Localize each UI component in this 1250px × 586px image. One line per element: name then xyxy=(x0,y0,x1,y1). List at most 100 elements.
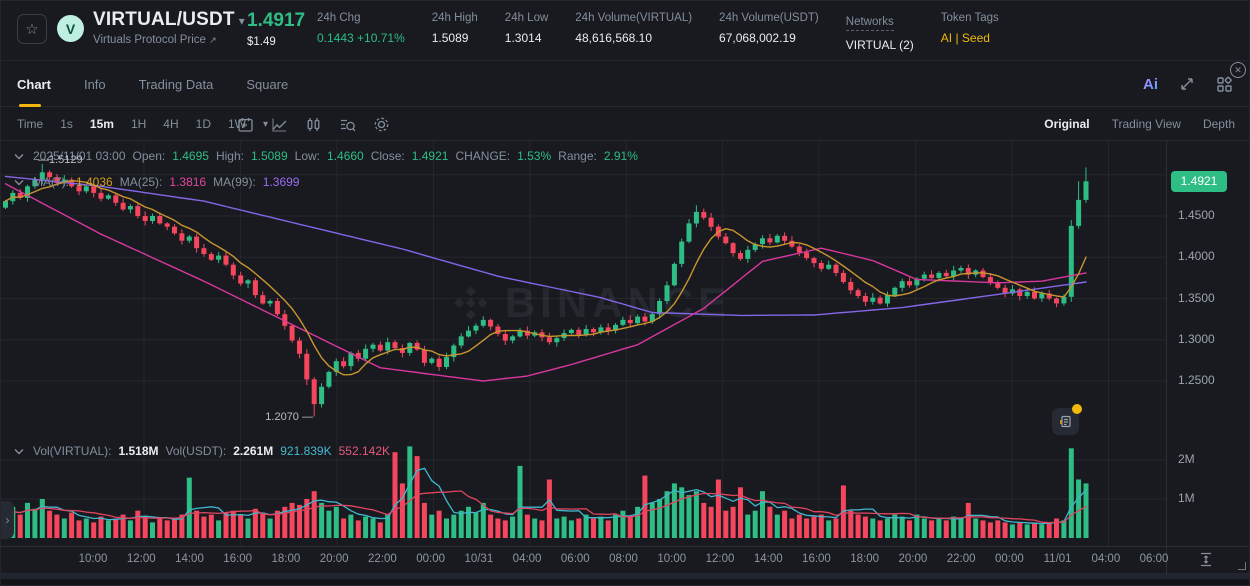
tab-label: Trading Data xyxy=(138,76,214,92)
price-block: 1.4917 $1.49 xyxy=(247,10,305,48)
price-tick-label: 1.3500 xyxy=(1178,290,1215,305)
autofit-scale-icon[interactable] xyxy=(1198,551,1214,573)
price-tick-label: 1.4500 xyxy=(1178,208,1215,222)
ohlc-label: Open: xyxy=(132,149,166,163)
collapse-ma-chevron[interactable] xyxy=(14,179,24,186)
close-icon[interactable]: ✕ xyxy=(1230,62,1246,78)
token-price-link[interactable]: Virtuals Protocol Price ↗ xyxy=(93,34,217,46)
time-tick-label: 10:00 xyxy=(657,553,687,565)
tab-chart[interactable]: Chart xyxy=(17,61,51,107)
time-tick-label: 18:00 xyxy=(850,553,880,565)
stat-value[interactable]: VIRTUAL (2) xyxy=(845,38,914,52)
news-announcement-icon[interactable] xyxy=(1052,404,1082,435)
stat-label: 24h Volume(VIRTUAL) xyxy=(575,12,693,24)
active-tab-underline xyxy=(19,104,41,107)
time-tick-label: 16:00 xyxy=(802,553,831,565)
last-price-badge: 1.4921 xyxy=(1171,170,1227,192)
panel-expander-handle[interactable]: › xyxy=(1,501,14,539)
time-tick-label: 00:00 xyxy=(994,553,1024,565)
stat-label: 24h Low xyxy=(504,12,549,24)
tabrow-icons: Ai xyxy=(1143,61,1233,107)
vol-virtual-value: 1.518M xyxy=(118,444,159,458)
tab-trading-data[interactable]: Trading Data xyxy=(139,61,214,107)
interval-dropdown-caret[interactable]: ▾ xyxy=(262,118,269,130)
ohlc-value: 1.53% xyxy=(517,149,552,163)
view-tab-trading-view[interactable]: Trading View xyxy=(1111,117,1181,131)
price-axis[interactable]: 1.4500 1.4000 1.3500 1.3000 1.2500 2M 1M 1.4921 xyxy=(1166,141,1249,546)
favorite-star-button[interactable]: ☆ xyxy=(17,14,47,44)
ma-label: MA(25): xyxy=(119,175,163,189)
time-tick-label: 04:00 xyxy=(512,553,542,565)
usd-price: $1.49 xyxy=(247,36,276,48)
candlestick-chart[interactable] xyxy=(1,141,1166,546)
ohlc-value: 1.4921 xyxy=(411,149,449,163)
candle-type-icon[interactable] xyxy=(305,116,322,133)
indicators-icon[interactable] xyxy=(339,116,356,133)
ai-assistant-button[interactable]: Ai xyxy=(1143,75,1158,93)
ohlc-label: Range: xyxy=(558,149,597,163)
symbol-selector[interactable]: VIRTUAL/USDT ▾ xyxy=(93,9,245,31)
jump-to-date-icon[interactable] xyxy=(237,116,254,133)
scrollbar-strip[interactable] xyxy=(1,573,1249,585)
stat-label: 24h Volume(USDT) xyxy=(719,12,819,24)
interval-15m[interactable]: 15m xyxy=(89,117,114,131)
volume-tick-label: 2M xyxy=(1178,452,1195,466)
interval-1d[interactable]: 1D xyxy=(195,117,211,131)
low-price-marker: 1.2070 — xyxy=(265,411,313,423)
tab-info[interactable]: Info xyxy=(84,61,106,107)
chart-toolbar: Time 1s 15m 1H 4H 1D 1W ▾ Original Trading View D… xyxy=(1,107,1249,141)
fullscreen-expand-icon[interactable] xyxy=(1179,76,1195,92)
resize-corner-handle[interactable] xyxy=(1238,562,1246,570)
price-tick-label: 1.3000 xyxy=(1178,331,1215,346)
chart-view-tabs: Original Trading View Depth xyxy=(1044,107,1235,141)
view-tab-depth[interactable]: Depth xyxy=(1202,117,1235,131)
vol-ma-fast-value: 921.839K xyxy=(280,444,332,458)
star-icon: ☆ xyxy=(25,21,39,38)
layout-grid-icon[interactable] xyxy=(1216,76,1233,93)
tab-square[interactable]: Square xyxy=(246,61,288,107)
time-axis[interactable]: 10:00 12:00 14:00 16:00 18:00 20:00 22:00 00:00… xyxy=(1,546,1249,574)
last-price: 1.4917 xyxy=(247,10,306,31)
ma-value: 1.3699 xyxy=(262,175,300,189)
header-stat: Token Tags AI | Seed xyxy=(941,12,999,52)
price-tick-label: 1.4000 xyxy=(1178,249,1215,264)
ohlc-label: High: xyxy=(215,149,244,163)
interval-4h[interactable]: 4H xyxy=(163,117,179,131)
interval-1w[interactable]: 1W xyxy=(227,117,246,131)
interval-1h[interactable]: 1H xyxy=(130,117,147,131)
header-stat: 24h High 1.5089 xyxy=(432,12,478,52)
chart-area: BINANCE 2025/11/01 03:00 Open: 1.4695 High… xyxy=(1,141,1249,574)
symbol-block: VIRTUAL/USDT ▾ Virtuals Protocol Price ↗ xyxy=(93,9,245,46)
volume-tick-label: 1M xyxy=(1178,491,1195,505)
stat-label: 24h High xyxy=(431,12,478,24)
coin-logo-icon: V xyxy=(57,15,84,42)
time-tick-label: 06:00 xyxy=(560,553,590,565)
time-tick-label: 20:00 xyxy=(898,553,928,565)
time-tick-label: 18:00 xyxy=(271,553,301,565)
vol-usdt-value: 2.261M xyxy=(233,444,274,458)
stat-value: 48,616,568.10 xyxy=(575,31,653,45)
notification-dot xyxy=(1072,404,1082,414)
interval-time[interactable]: Time xyxy=(17,117,44,131)
time-tick-label: 14:00 xyxy=(175,553,204,565)
interval-1s[interactable]: 1s xyxy=(60,117,73,131)
ohlc-value: 2.91% xyxy=(603,149,638,163)
settings-gear-icon[interactable] xyxy=(373,116,390,133)
chart-style-icon[interactable] xyxy=(271,116,288,133)
collapse-main-pane-chevron[interactable] xyxy=(14,153,24,160)
time-tick-label: 11/01 xyxy=(1043,553,1072,565)
time-tick-label: 06:00 xyxy=(1139,553,1169,565)
ma-legend: MA(7): 1.4036 MA(25): 1.3816 MA(99): 1.3699 xyxy=(14,175,299,189)
header-stat: 24h Volume(VIRTUAL) 48,616,568.10 xyxy=(575,12,692,52)
toolbar-icons xyxy=(237,107,390,141)
stat-value[interactable]: AI | Seed xyxy=(940,31,990,45)
page-title: VIRTUAL/USDT xyxy=(93,9,235,30)
interval-selector: Time 1s 15m 1H 4H 1D 1W ▾ xyxy=(17,107,268,141)
collapse-volume-chevron[interactable] xyxy=(14,448,24,455)
header-stats: 24h Chg 0.1443 +10.71% 24h High 1.5089 24h L… xyxy=(317,12,999,52)
ohlc-value: 1.4695 xyxy=(172,149,209,163)
tabs: Chart Info Trading Data Square xyxy=(17,61,288,107)
view-tab-original[interactable]: Original xyxy=(1044,117,1090,131)
ohlc-label: Low: xyxy=(294,149,321,163)
